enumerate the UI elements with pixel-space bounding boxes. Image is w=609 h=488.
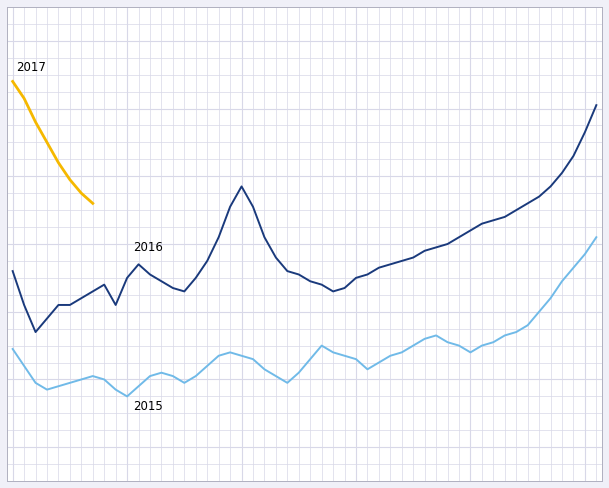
Text: 2016: 2016	[133, 241, 163, 254]
Text: 2017: 2017	[16, 61, 46, 74]
Text: 2015: 2015	[133, 400, 163, 413]
